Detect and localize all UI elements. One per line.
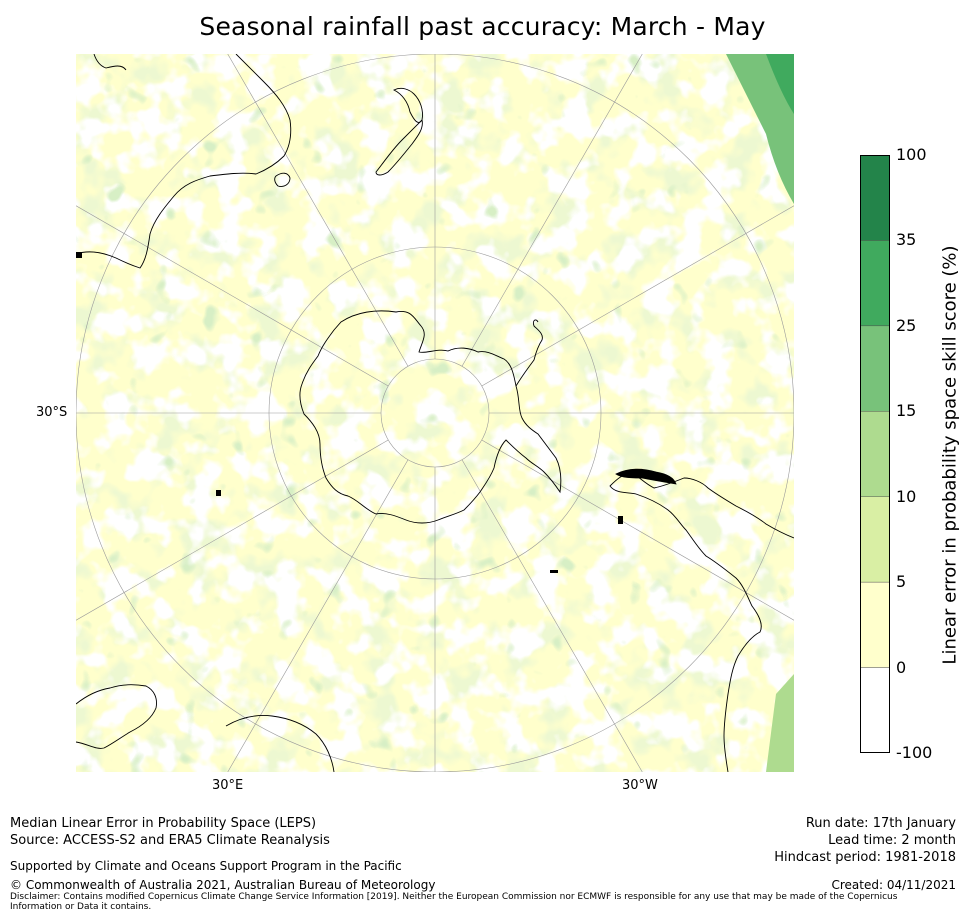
australia-north-edge [93, 54, 127, 71]
island-small-1 [216, 490, 221, 496]
footer-lead-time: Lead time: 2 month [828, 833, 956, 848]
antarctica-outline [299, 310, 562, 524]
graticule-meridian [461, 459, 643, 772]
colorbar-bin [859, 240, 891, 327]
polar-map-canvas [76, 54, 794, 772]
footer-run-date: Run date: 17th January [805, 816, 956, 831]
footer-right: Run date: 17th January Lead time: 2 mont… [774, 815, 956, 866]
map-title: Seasonal rainfall past accuracy: March -… [199, 12, 766, 41]
colorbar-frame [860, 155, 890, 753]
madagascar-outline [225, 715, 335, 772]
graticule-meridian [481, 205, 794, 387]
colorbar-bin [859, 496, 891, 583]
colorbar-label: Linear error in probability space skill … [939, 245, 961, 665]
colorbar-bin [859, 325, 891, 412]
lat-label-30s: 30°S [36, 405, 68, 420]
footer-support: Supported by Climate and Oceans Support … [10, 859, 402, 873]
colorbar-tick: -100 [896, 743, 933, 762]
graticule-meridian [461, 54, 643, 367]
graticule-meridian [76, 439, 389, 621]
africa-outline [76, 684, 157, 749]
graticule [76, 54, 794, 772]
footer-created: Created: 04/11/2021 [831, 878, 956, 892]
skill-patch-ne [726, 54, 794, 204]
antarctic-peninsula [515, 319, 543, 387]
graticule-meridian [227, 54, 409, 367]
south-america-tip [615, 468, 677, 485]
polar-map[interactable] [76, 54, 794, 772]
colorbar-bin [859, 154, 891, 241]
colorbar-tick: 15 [896, 401, 917, 421]
island-small-2 [618, 516, 623, 524]
lon-label-30w: 30°W [622, 778, 658, 793]
colorbar-tick: 0 [896, 657, 907, 677]
island-small-3 [550, 570, 558, 573]
new-zealand-north-island [392, 87, 423, 123]
footer-metric: Median Linear Error in Probability Space… [10, 816, 317, 831]
footer-disclaimer: Disclaimer: Contains modified Copernicus… [10, 892, 898, 912]
graticule-meridian [76, 205, 389, 387]
footer-left: Median Linear Error in Probability Space… [10, 815, 330, 849]
australia-outline [76, 54, 292, 269]
footer-copyright: © Commonwealth of Australia 2021, Austra… [10, 878, 436, 892]
colorbar-bin [859, 581, 891, 668]
lon-label-30e: 30°E [212, 778, 244, 793]
tasmania-outline [274, 172, 291, 187]
colorbar-tick: 10 [896, 486, 917, 506]
footer-hindcast: Hindcast period: 1981-2018 [774, 850, 956, 865]
south-america-outline [609, 473, 794, 772]
graticule-meridian [227, 459, 409, 772]
colorbar-tick: 5 [896, 572, 907, 592]
footer-source: Source: ACCESS-S2 and ERA5 Climate Reana… [10, 833, 330, 848]
new-zealand-south-island [375, 119, 423, 176]
skill-patch-ne-2 [766, 54, 794, 114]
island-small-4 [76, 252, 82, 258]
colorbar-svg [859, 154, 891, 754]
colorbar-tick: 100 [896, 145, 927, 164]
skill-patch-se [766, 674, 794, 772]
colorbar-tick: 25 [896, 315, 917, 335]
colorbar-tick: 35 [896, 230, 917, 250]
colorbar [859, 154, 891, 754]
graticule-meridian [481, 439, 794, 621]
colorbar-bin [859, 667, 891, 754]
colorbar-bin [859, 411, 891, 497]
